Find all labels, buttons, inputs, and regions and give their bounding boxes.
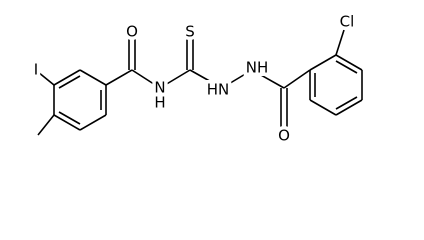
- bonds: [37, 29, 363, 136]
- atom-label: HN: [207, 81, 230, 99]
- atom-label: S: [185, 23, 195, 41]
- atom-label: I: [34, 61, 38, 79]
- atom-label: Cl: [340, 13, 355, 31]
- atom-label: NH: [246, 59, 269, 77]
- structure: I O N H S HN NH O Cl: [33, 12, 363, 145]
- atom-label: O: [278, 127, 290, 145]
- atom-label: O: [126, 23, 138, 41]
- atom-label: H: [154, 94, 165, 112]
- atom-label: N: [154, 79, 165, 97]
